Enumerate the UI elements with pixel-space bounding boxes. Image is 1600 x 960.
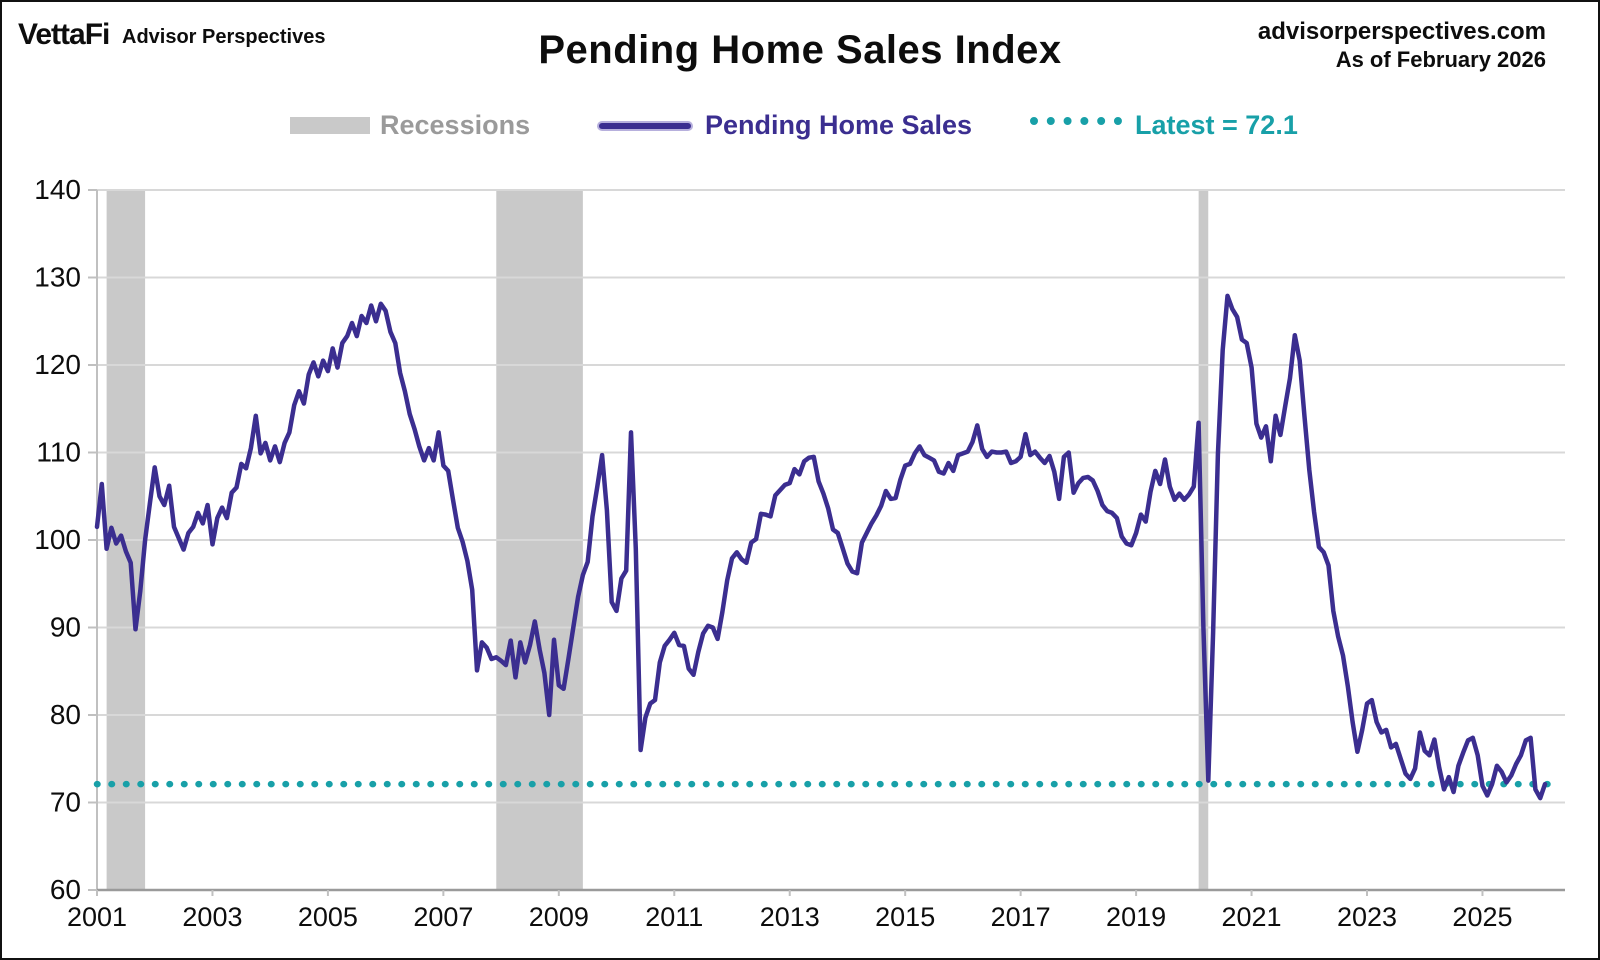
x-axis-label: 2013 [760,902,820,932]
y-axis-label: 70 [50,787,81,818]
x-axis-label: 2001 [67,902,127,932]
y-axis-label: 60 [50,874,81,905]
x-axis-label: 2023 [1337,902,1397,932]
y-axis-label: 100 [34,524,81,555]
as-of-date: As of February 2026 [1335,46,1546,72]
x-axis-label: 2019 [1106,902,1166,932]
x-axis-label: 2003 [182,902,242,932]
legend-latest-label: Latest = 72.1 [1135,110,1298,140]
x-axis-label: 2009 [529,902,589,932]
x-axis-label: 2007 [413,902,473,932]
x-axis-label: 2021 [1222,902,1282,932]
logo-subtitle: Advisor Perspectives [122,26,326,48]
x-axis-label: 2011 [645,902,703,932]
y-axis-label: 130 [34,262,81,293]
x-axis-label: 2017 [991,902,1051,932]
vettafi-logo: VettaFi [18,18,110,51]
legend-recessions-label: Recessions [380,110,531,140]
series-line-swatch-icon [599,123,691,129]
latest-dotted-swatch-icon [1030,117,1122,125]
y-axis-label: 120 [34,349,81,380]
x-axis-label: 2015 [875,902,935,932]
recession-swatch-icon [290,117,370,134]
x-axis-label: 2025 [1452,902,1512,932]
source-block: advisorperspectives.com As of February 2… [1258,18,1546,73]
pending-home-sales-line [94,293,1548,801]
y-axis-label: 110 [36,437,81,468]
legend-series-label: Pending Home Sales [705,110,973,140]
x-axis-label: 2005 [298,902,358,932]
y-axis-label: 80 [50,699,81,730]
page-title: Pending Home Sales Index [538,28,1062,72]
source-url: advisorperspectives.com [1257,18,1546,45]
y-axis-label: 90 [50,612,81,643]
y-axis-label: 140 [34,174,81,205]
